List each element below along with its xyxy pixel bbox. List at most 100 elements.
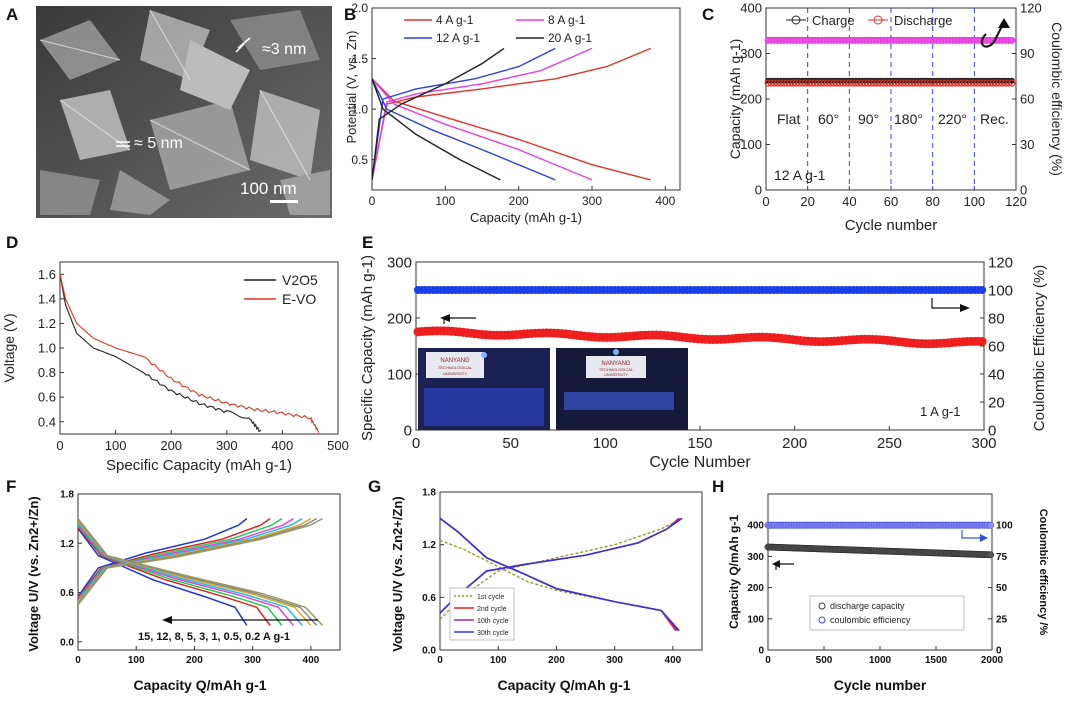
x-tick-label: 0: [75, 655, 81, 666]
legend-marker-h-1: [818, 616, 826, 624]
axis-ticks-e: 0 50 100 150 200 250 3000100200300020406080100…: [387, 254, 1013, 452]
y-axis-label-e: Specific Capacity (mAh g-1): [359, 255, 376, 441]
y-tick-label: 0.0: [422, 646, 436, 657]
y-tick-label: 0.6: [422, 593, 436, 604]
x-tick-label: 100: [490, 655, 507, 666]
y-tick-label: 0.6: [60, 588, 74, 599]
plot-frame-b: [371, 7, 681, 191]
annotation-5nm: ≈ 5 nm: [134, 135, 183, 152]
legend-label-b-3: 20 A g-1: [548, 31, 592, 45]
y-tick-label: 1.2: [38, 316, 56, 331]
rate-note-e: 1 A g-1: [920, 404, 960, 419]
legend-c: Charge Discharge: [786, 13, 953, 28]
x-tick-label: 300: [216, 438, 238, 453]
y-axis-label-g: Voltage U/V (vs. Zn2+/Zn): [390, 496, 405, 651]
y-tick-label: 0.8: [38, 365, 56, 380]
sign-text-1b: TECHNOLOGICAL: [438, 365, 473, 370]
series-f-charge-0: [78, 518, 248, 598]
series-f-charge-1: [78, 517, 271, 599]
series-f-discharge-4: [78, 522, 303, 626]
x-tick-label: 50: [502, 435, 519, 452]
x-tick-label: 100: [435, 194, 455, 208]
legend-h: discharge capacity coulombic efficiency: [809, 595, 965, 631]
x-tick-label: 500: [816, 655, 833, 666]
charge-point: [1008, 77, 1015, 84]
series-f-discharge-2: [78, 525, 283, 626]
y-tick-label: 200: [747, 583, 764, 594]
y2-tick-label: 100: [996, 521, 1013, 532]
series-marks-c: [764, 8, 1016, 190]
y2-tick-label: 80: [988, 310, 1005, 327]
axis-ticks-f: 0 100 200 300 400 0.0 0.6 1.2 1.8: [60, 490, 320, 667]
legend-label-h-1: coulombic efficiency: [830, 615, 911, 625]
y-axis-label-b: Potential (V, vs. Zn): [344, 31, 359, 144]
legend-marker-h-0: [818, 602, 826, 610]
legend-label-charge: Charge: [812, 13, 855, 28]
discharge-point: [1008, 79, 1016, 87]
sign-text-2c: UNIVERSITY: [604, 372, 628, 377]
series-f-discharge-0: [78, 528, 248, 626]
y2-tick-label: 0: [988, 422, 996, 439]
x-tick-label: 400: [655, 194, 675, 208]
series-f-charge-2: [78, 517, 283, 600]
x-tick-label: 2000: [981, 655, 1004, 666]
x-tick-label: 200: [160, 438, 182, 453]
y-tick-label: 1.0: [38, 341, 56, 356]
x-tick-label: 20: [800, 194, 814, 209]
x-tick-label: 200: [782, 435, 807, 452]
series-d-0: [60, 274, 261, 433]
y-tick-label: 0: [404, 422, 412, 439]
segment-label-flat: Flat: [777, 111, 800, 127]
x-tick-label: 0: [765, 655, 771, 666]
panel-a-sem-image: ≈3 nm ≈ 5 nm 100 nm: [36, 6, 332, 218]
series-d-1: [60, 274, 320, 434]
x-tick-label: 100: [128, 655, 145, 666]
panel-f: 0 100 200 300 400 0.0 0.6 1.2 1.8 Capacity Q/mAh…: [26, 490, 341, 693]
x-tick-label: 300: [582, 194, 602, 208]
ce-point: [978, 286, 987, 294]
x-tick-label: 300: [606, 655, 623, 666]
y2-tick-label: 90: [1020, 46, 1034, 61]
series-lines-d: [60, 274, 320, 434]
sign-text-2b: TECHNOLOGICAL: [599, 367, 634, 372]
legend-label-g-1: 2nd cycle: [477, 606, 507, 613]
series-b-2-discharge: [372, 78, 556, 181]
arrow-right-e: [931, 298, 964, 309]
annotation-3nm: ≈3 nm: [262, 41, 306, 58]
y2-tick-label: 0: [996, 646, 1002, 657]
panel-letter-f: F: [6, 477, 16, 496]
x-tick-label: 80: [925, 194, 939, 209]
series-f-charge-3: [78, 517, 294, 601]
x-tick-label: 0: [56, 438, 63, 453]
panel-b: 0 100 200 300 400 0.5 1.0 1.5 2.0 Capacity (mAh …: [344, 1, 681, 225]
capacity-point: [977, 337, 987, 347]
y-tick-label: 400: [747, 521, 764, 532]
x-tick-label: 400: [665, 655, 682, 666]
legend-g: 1st cycle 2nd cycle 10th cycle 30th cycl…: [449, 587, 515, 641]
legend-label-discharge: Discharge: [894, 13, 953, 28]
capacity-point: [987, 551, 995, 559]
sign-text-1c: UNIVERSITY: [443, 371, 467, 376]
panel-letter-e: E: [362, 233, 373, 252]
x-axis-label-f: Capacity Q/mAh g-1: [133, 677, 266, 693]
y-tick-label: 200: [740, 92, 762, 107]
legend-label-h-0: discharge capacity: [830, 601, 905, 611]
x-tick-label: 400: [272, 438, 294, 453]
y2-tick-label: 25: [996, 614, 1008, 625]
y-tick-label: 1.8: [60, 490, 74, 501]
rate-note-c: 12 A g-1: [774, 167, 826, 183]
x-tick-label: 1000: [869, 655, 892, 666]
segment-label-180: 180°: [894, 111, 923, 127]
scale-bar: [270, 200, 298, 203]
ce-point: [987, 521, 995, 529]
y-tick-label: 1.8: [422, 488, 436, 499]
y-axis-label-d: Voltage (V): [1, 313, 17, 382]
x-tick-label: 1500: [925, 655, 948, 666]
y-axis-label-f: Voltage U/V (vs. Zn2+/Zn): [26, 496, 41, 651]
y2-tick-label: 75: [996, 552, 1008, 563]
x-tick-label: 0: [437, 655, 443, 666]
y-tick-label: 0.5: [351, 153, 368, 167]
series-f-charge-7: [78, 517, 323, 606]
y-tick-label: 0: [758, 646, 764, 657]
